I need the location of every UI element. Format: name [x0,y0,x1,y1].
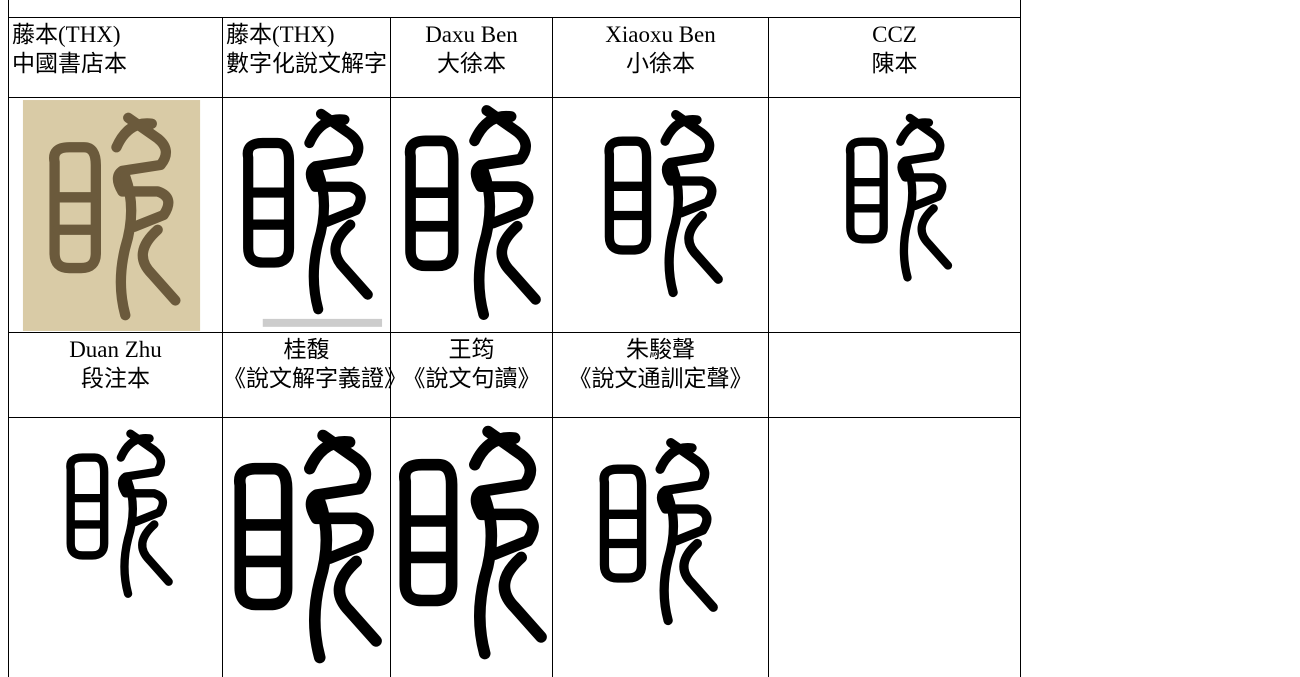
cell-text: 《說文通訓定聲》 [568,366,753,391]
cell-text: CCZ [872,22,917,47]
cell-text: 《說文句讀》 [402,366,541,391]
cell-text: 《說文解字義證》 [223,366,407,391]
cell-text: 桂馥 [283,337,330,362]
cell-text: 段注本 [81,366,150,391]
header-cell: 王筠 《說文句讀》 [390,332,552,417]
header-cell: 藤本(THX) 中國書店本 [8,17,222,97]
empty-cell [768,417,1021,677]
cell-text: 藤本(THX) [226,22,335,47]
seal-glyph [553,98,768,332]
seal-image [222,417,390,677]
seal-glyph [769,98,1020,332]
header-cell: Duan Zhu 段注本 [8,332,222,417]
seal-image [768,97,1021,332]
cell-text: 陳本 [871,51,918,76]
seal-glyph [9,418,222,677]
seal-image [390,97,552,332]
seal-image [552,97,768,332]
cropped-title-row [8,0,1021,18]
empty-cell [768,332,1021,417]
seal-image [390,417,552,677]
cell-text: 數字化說文解字 [226,51,387,76]
cell-text: 王筠 [448,337,495,362]
seal-glyph [391,98,552,332]
cell-text: Xiaoxu Ben [605,22,716,47]
seal-image [552,417,768,677]
cell-text: 大徐本 [437,51,506,76]
seal-glyph [391,418,552,677]
header-cell: 桂馥《說文解字義證》 [222,332,407,417]
seal-glyph [22,100,201,331]
header-cell: 藤本(THX) 數字化說文解字 [222,17,390,97]
header-cell: Daxu Ben 大徐本 [390,17,552,97]
seal-image [8,417,222,677]
cell-text: Daxu Ben [425,22,518,47]
cell-text: 藤本(THX) [12,22,121,47]
header-cell: CCZ 陳本 [768,17,1021,97]
header-cell: Xiaoxu Ben 小徐本 [552,17,768,97]
seal-glyph [553,418,768,677]
cell-text: Duan Zhu [69,337,162,362]
seal-image [222,97,390,332]
cell-text: 朱駿聲 [626,337,695,362]
seal-image [8,97,222,332]
header-cell: 朱駿聲《說文通訓定聲》 [552,332,768,417]
cell-text: 中國書店本 [12,51,127,76]
cell-text: 小徐本 [626,51,695,76]
seal-glyph [223,418,390,677]
seal-glyph [223,98,383,327]
